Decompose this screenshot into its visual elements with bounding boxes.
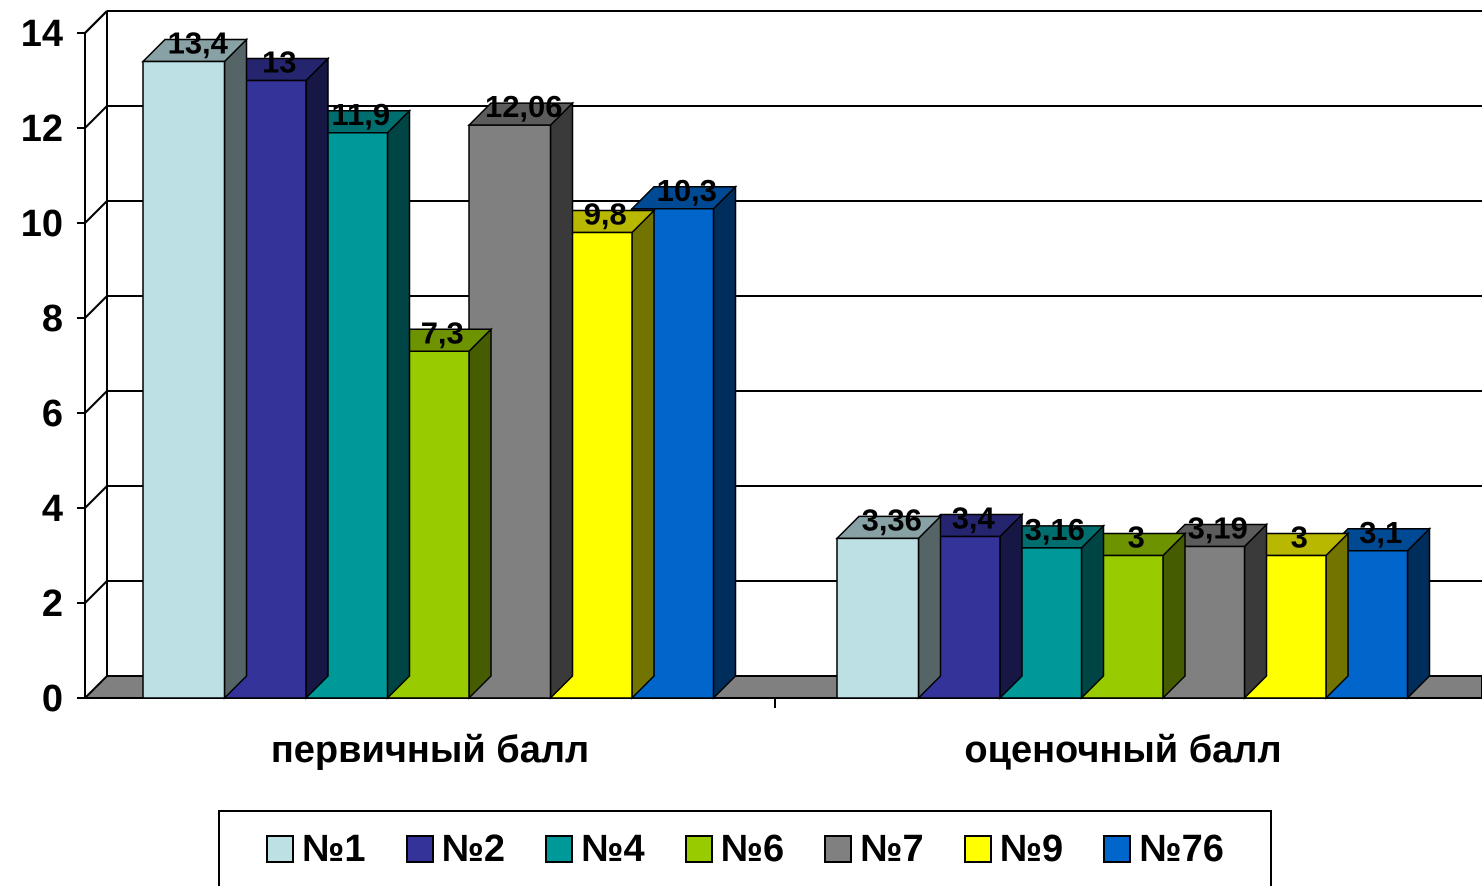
data-label: 3 (1128, 520, 1145, 555)
data-label: 12,06 (485, 89, 563, 124)
data-label: 9,8 (584, 197, 627, 232)
y-tick-label: 14 (21, 13, 63, 55)
data-label: 3,36 (862, 502, 922, 537)
legend-item: №2 (405, 827, 506, 871)
data-label: 11,9 (331, 97, 390, 132)
bars (141, 37, 1432, 700)
y-tick-label: 0 (42, 678, 63, 720)
data-label: 3,16 (1025, 512, 1085, 547)
gridline-connector (84, 10, 108, 34)
data-label: 13 (262, 45, 296, 80)
legend-label: №7 (860, 827, 924, 870)
gridline-connector (84, 390, 108, 414)
bar-side (1406, 526, 1431, 700)
bar-side (1325, 531, 1349, 700)
bar-side (1162, 531, 1186, 700)
bar-side (1243, 522, 1268, 700)
bar-side (386, 108, 411, 700)
bar-side (549, 101, 574, 700)
legend-swatch (824, 835, 853, 863)
gridline-connector (84, 580, 108, 604)
gridline-connector (84, 295, 108, 319)
y-tick-label: 4 (42, 488, 63, 530)
legend: №1 №2 №4 №6 №7 №9 №76 (218, 810, 1272, 886)
data-label: 3,4 (952, 501, 996, 536)
category-labels: первичный балл оценочный балл (271, 729, 1282, 771)
y-tick-label: 6 (42, 393, 63, 435)
gridline-connector (84, 485, 108, 509)
data-label: 13,4 (168, 26, 229, 61)
bar-side (305, 56, 329, 700)
legend-label: №4 (581, 827, 645, 870)
gridline-connector (84, 200, 108, 224)
data-label: 3 (1291, 520, 1308, 555)
data-label: 7,3 (421, 315, 464, 350)
gridline-connector (84, 105, 108, 129)
data-label: 10,3 (657, 173, 717, 208)
y-tick-label: 8 (42, 298, 63, 340)
legend-label: №9 (999, 827, 1064, 870)
bar-side (223, 37, 248, 700)
legend-item: №6 (684, 827, 785, 871)
bar-side (631, 208, 655, 700)
y-tick-label: 2 (42, 583, 63, 625)
y-tick-label: 12 (21, 108, 63, 150)
legend-item: №9 (963, 827, 1064, 871)
legend-swatch (545, 835, 574, 863)
data-label: 3,19 (1188, 510, 1248, 545)
bar (142, 60, 226, 699)
legend-swatch (266, 835, 295, 863)
data-labels: 13,4 13 11,9 7,3 12,06 9,8 10,3 3,36 3,4 3,16 3 3,1… (168, 26, 1403, 555)
bar (836, 537, 920, 699)
legend-item: №1 (266, 828, 366, 871)
bar-side (1080, 524, 1105, 700)
y-tick-label: 10 (21, 203, 63, 245)
category-label: оценочный балл (964, 729, 1281, 771)
legend-label: №6 (720, 827, 785, 870)
legend-swatch (684, 835, 713, 863)
bar-side (917, 514, 942, 700)
category-label: первичный балл (271, 729, 589, 771)
bar-side (712, 184, 737, 700)
legend-item: №76 (1103, 828, 1224, 871)
legend-swatch (1103, 835, 1132, 863)
data-label: 3,1 (1359, 515, 1402, 550)
bar-side (468, 327, 492, 700)
legend-label: №76 (1139, 827, 1224, 870)
bar-side (999, 512, 1023, 700)
legend-item: №7 (824, 828, 924, 871)
legend-label: №1 (302, 827, 366, 870)
legend-item: №4 (545, 828, 645, 871)
legend-label: №2 (441, 827, 506, 870)
legend-swatch (405, 835, 434, 863)
legend-swatch (963, 835, 992, 863)
